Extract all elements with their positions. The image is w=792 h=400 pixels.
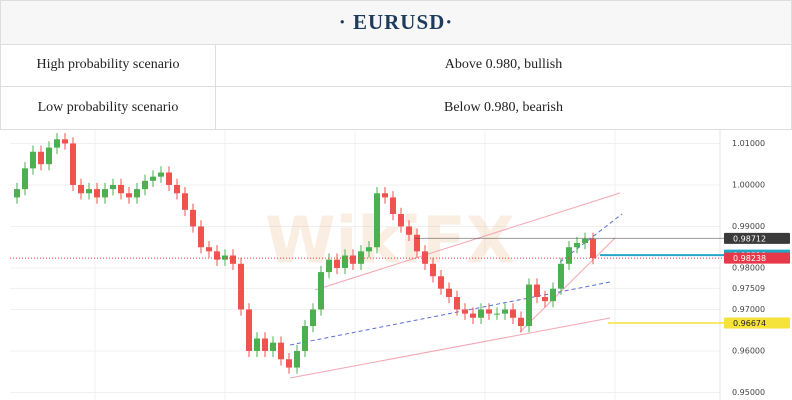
candle-body: [182, 193, 188, 210]
candle-body: [262, 338, 268, 351]
candle-body: [462, 309, 468, 314]
channel: [289, 192, 621, 379]
level-label: 0.98238: [733, 254, 766, 263]
candle-body: [238, 263, 244, 310]
candle-body: [334, 259, 340, 268]
cell: Below 0.980, bearish: [444, 100, 563, 115]
candle-body: [126, 193, 132, 198]
candle-body: [438, 276, 444, 289]
candle-body: [62, 139, 68, 144]
candle-body: [582, 238, 588, 244]
candle-body: [374, 193, 380, 248]
candle-body: [14, 189, 20, 198]
cell: Low probability scenario: [1, 87, 216, 129]
candle-body: [550, 288, 556, 302]
y-tick-label: 1.01000: [732, 139, 765, 148]
y-tick-label: 0.98000: [732, 263, 765, 272]
candle-body: [446, 288, 452, 297]
y-tick-label: 0.99000: [732, 222, 765, 231]
candle-body: [222, 255, 228, 260]
candle-body: [142, 180, 148, 190]
candle-body: [518, 317, 524, 327]
candle-body: [230, 255, 236, 264]
candle-body: [254, 338, 260, 351]
trend-lines: [289, 213, 623, 346]
candle-body: [150, 176, 156, 181]
candle-body: [382, 193, 388, 198]
candle-body: [510, 309, 516, 318]
candle-body: [54, 139, 60, 148]
candle-body: [158, 172, 164, 177]
watermark: WikiFX: [265, 205, 515, 279]
candle-body: [86, 189, 92, 194]
candle-body: [478, 309, 484, 318]
candle-body: [558, 263, 564, 289]
candle-body: [502, 309, 508, 314]
candle-body: [566, 247, 572, 264]
chart: WikiFX 1.01000 1.00000 0.99000 0.98000 0.975…: [0, 130, 792, 400]
candle-body: [342, 255, 348, 268]
candle-body: [454, 297, 460, 310]
candle-body: [198, 226, 204, 248]
grid: [10, 130, 720, 400]
candle-body: [326, 259, 332, 273]
candle-body: [166, 172, 172, 185]
candle-body: [486, 309, 492, 314]
candle-body: [102, 189, 108, 198]
candle-body: [398, 214, 404, 227]
candle-body: [534, 284, 540, 297]
title: · EURUSD·: [0, 0, 792, 45]
candle-body: [94, 189, 100, 198]
table-row: Low probability scenario Below 0.980, be…: [0, 87, 792, 130]
candle-body: [430, 263, 436, 277]
candle-body: [494, 313, 500, 315]
candle-body: [406, 226, 412, 235]
candle-body: [78, 184, 84, 194]
candle-body: [286, 359, 292, 368]
candle-body: [414, 234, 420, 252]
candle-body: [174, 184, 180, 194]
candle-body: [350, 255, 356, 264]
candle-body: [118, 184, 124, 194]
level-label: 0.96674: [733, 319, 766, 328]
candle-body: [134, 189, 140, 198]
candle-body: [542, 297, 548, 302]
candle-body: [526, 284, 532, 327]
y-tick-label: 1.00000: [732, 180, 765, 189]
level-badge: [724, 232, 790, 244]
candle-body: [310, 309, 316, 327]
candle-body: [590, 238, 596, 258]
candle-body: [206, 247, 212, 252]
candle-body: [110, 184, 116, 190]
candle-body: [30, 151, 36, 169]
candle-body: [22, 168, 28, 190]
candle-body: [38, 151, 44, 165]
y-tick-label: 0.97000: [732, 305, 765, 314]
level-badge: [724, 317, 790, 329]
level-badge: [724, 252, 790, 264]
candle-body: [318, 272, 324, 310]
level-label: 0.98712: [733, 234, 766, 243]
candle-body: [574, 243, 580, 248]
y-tick-label: 0.97509: [732, 284, 765, 293]
candle-body: [270, 342, 276, 351]
candle-body: [366, 247, 372, 252]
candle-body: [246, 309, 252, 351]
candle-body: [294, 350, 300, 368]
y-tick-label: 0.96000: [732, 346, 765, 355]
candle-body: [70, 143, 76, 185]
y-tick-label: 0.95000: [732, 388, 765, 397]
cell: High probability scenario: [1, 44, 216, 86]
candle-body: [302, 326, 308, 351]
candle-body: [46, 147, 52, 165]
cell: Above 0.980, bullish: [444, 57, 563, 72]
chart-bg: [0, 130, 792, 400]
candle-body: [190, 209, 196, 227]
candle-body: [390, 197, 396, 214]
candle-body: [214, 251, 220, 260]
candle-body: [278, 342, 284, 360]
candle-body: [470, 313, 476, 318]
table-row: High probability scenario Above 0.980, b…: [0, 44, 792, 87]
